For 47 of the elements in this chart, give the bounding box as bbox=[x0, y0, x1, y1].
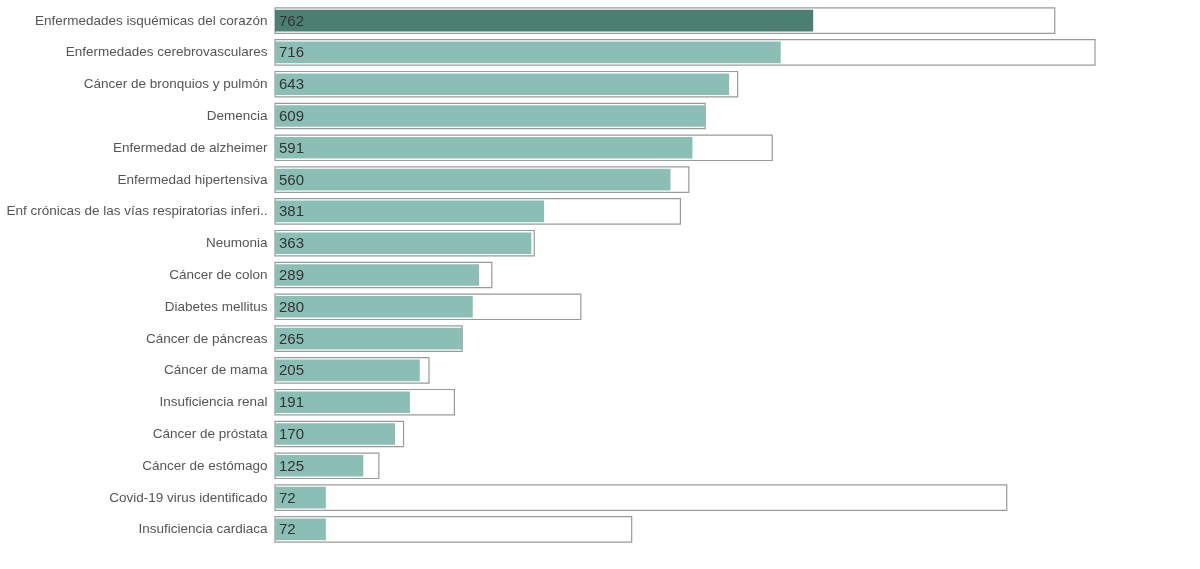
bar bbox=[275, 486, 326, 509]
y-tick-label: Enfermedades cerebrovasculares bbox=[65, 44, 268, 60]
y-tick-label: Cáncer de próstata bbox=[152, 426, 268, 442]
bar bbox=[275, 296, 473, 318]
bar bbox=[275, 455, 364, 477]
bar bbox=[275, 41, 781, 64]
y-tick-label: Cáncer de mama bbox=[163, 362, 268, 378]
y-tick-label: Cáncer de colon bbox=[169, 267, 268, 282]
bar bbox=[275, 200, 545, 223]
y-tick-label: Cáncer de estómago bbox=[142, 457, 268, 473]
data-label: 265 bbox=[279, 329, 305, 347]
data-label: 560 bbox=[279, 170, 305, 188]
data-label: 170 bbox=[279, 425, 305, 443]
data-label: 381 bbox=[279, 202, 305, 220]
data-label: 716 bbox=[279, 43, 305, 61]
data-label: 191 bbox=[279, 393, 305, 411]
y-tick-label: Enfermedades isquémicas del corazón bbox=[34, 12, 268, 28]
y-tick-label: Insuficiencia renal bbox=[159, 394, 268, 410]
bar bbox=[275, 518, 326, 541]
data-label: 591 bbox=[279, 138, 305, 156]
y-tick-label: Demencia bbox=[206, 107, 268, 123]
bar bbox=[275, 9, 814, 32]
data-label: 609 bbox=[279, 106, 305, 124]
bar bbox=[275, 359, 420, 382]
y-tick-label: Cáncer de bronquios y pulmón bbox=[83, 76, 268, 92]
y-tick-label: Enfermedad de alzheimer bbox=[112, 139, 268, 155]
bar bbox=[275, 136, 693, 159]
bar bbox=[274, 484, 1008, 511]
y-tick-label: Cáncer de páncreas bbox=[145, 330, 268, 346]
data-label: 762 bbox=[279, 11, 305, 29]
data-label: 643 bbox=[279, 75, 305, 93]
data-label: 280 bbox=[279, 297, 305, 315]
bar bbox=[275, 391, 410, 414]
y-tick-label: Covid-19 virus identificado bbox=[109, 489, 268, 505]
y-tick-label: Enf crónicas de las vías respiratorias inferi.. bbox=[6, 203, 268, 219]
data-label: 289 bbox=[279, 266, 305, 283]
data-label: 72 bbox=[279, 488, 296, 506]
y-tick-label: Enfermedad hipertensiva bbox=[117, 171, 268, 187]
data-label: 363 bbox=[279, 234, 305, 252]
y-tick-label: Insuficiencia cardiaca bbox=[138, 521, 268, 537]
y-tick-label: Diabetes mellitus bbox=[164, 298, 268, 314]
data-label: 205 bbox=[279, 361, 305, 379]
bar bbox=[275, 264, 480, 286]
y-tick-label: Neumonia bbox=[205, 235, 268, 251]
data-label: 125 bbox=[279, 456, 305, 474]
bar bbox=[275, 168, 671, 191]
data-label: 72 bbox=[279, 520, 296, 538]
